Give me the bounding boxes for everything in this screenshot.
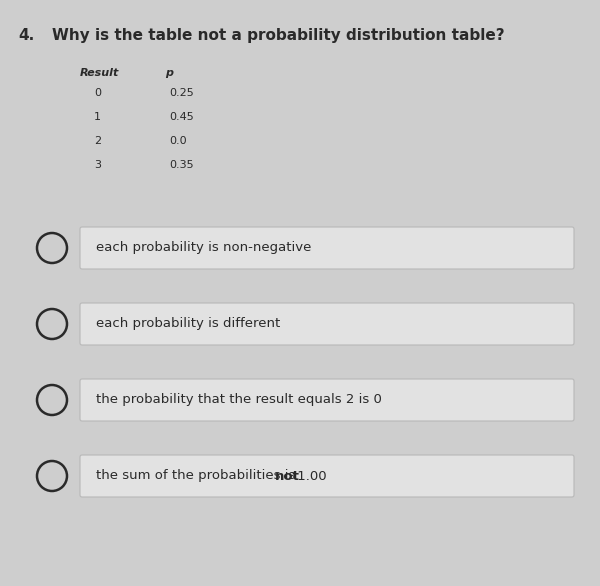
Text: 1: 1: [94, 112, 101, 122]
Text: Result: Result: [80, 68, 119, 78]
FancyBboxPatch shape: [80, 303, 574, 345]
Text: the probability that the result equals 2 is 0: the probability that the result equals 2…: [96, 394, 382, 407]
Text: Why is the table not a probability distribution table?: Why is the table not a probability distr…: [52, 28, 505, 43]
Text: 0.0: 0.0: [169, 136, 187, 146]
Text: each probability is different: each probability is different: [96, 318, 280, 331]
Text: 0: 0: [94, 88, 101, 98]
Text: 0.45: 0.45: [169, 112, 194, 122]
Text: 4.: 4.: [18, 28, 34, 43]
Text: 0.35: 0.35: [169, 160, 194, 170]
FancyBboxPatch shape: [80, 227, 574, 269]
Text: 2: 2: [94, 136, 101, 146]
Text: not: not: [275, 469, 300, 482]
Text: each probability is non-negative: each probability is non-negative: [96, 241, 311, 254]
Text: 3: 3: [94, 160, 101, 170]
FancyBboxPatch shape: [80, 379, 574, 421]
Text: 0.25: 0.25: [169, 88, 194, 98]
FancyBboxPatch shape: [80, 455, 574, 497]
Text: 1.00: 1.00: [293, 469, 326, 482]
Text: p: p: [165, 68, 173, 78]
Text: the sum of the probabilities is: the sum of the probabilities is: [96, 469, 299, 482]
